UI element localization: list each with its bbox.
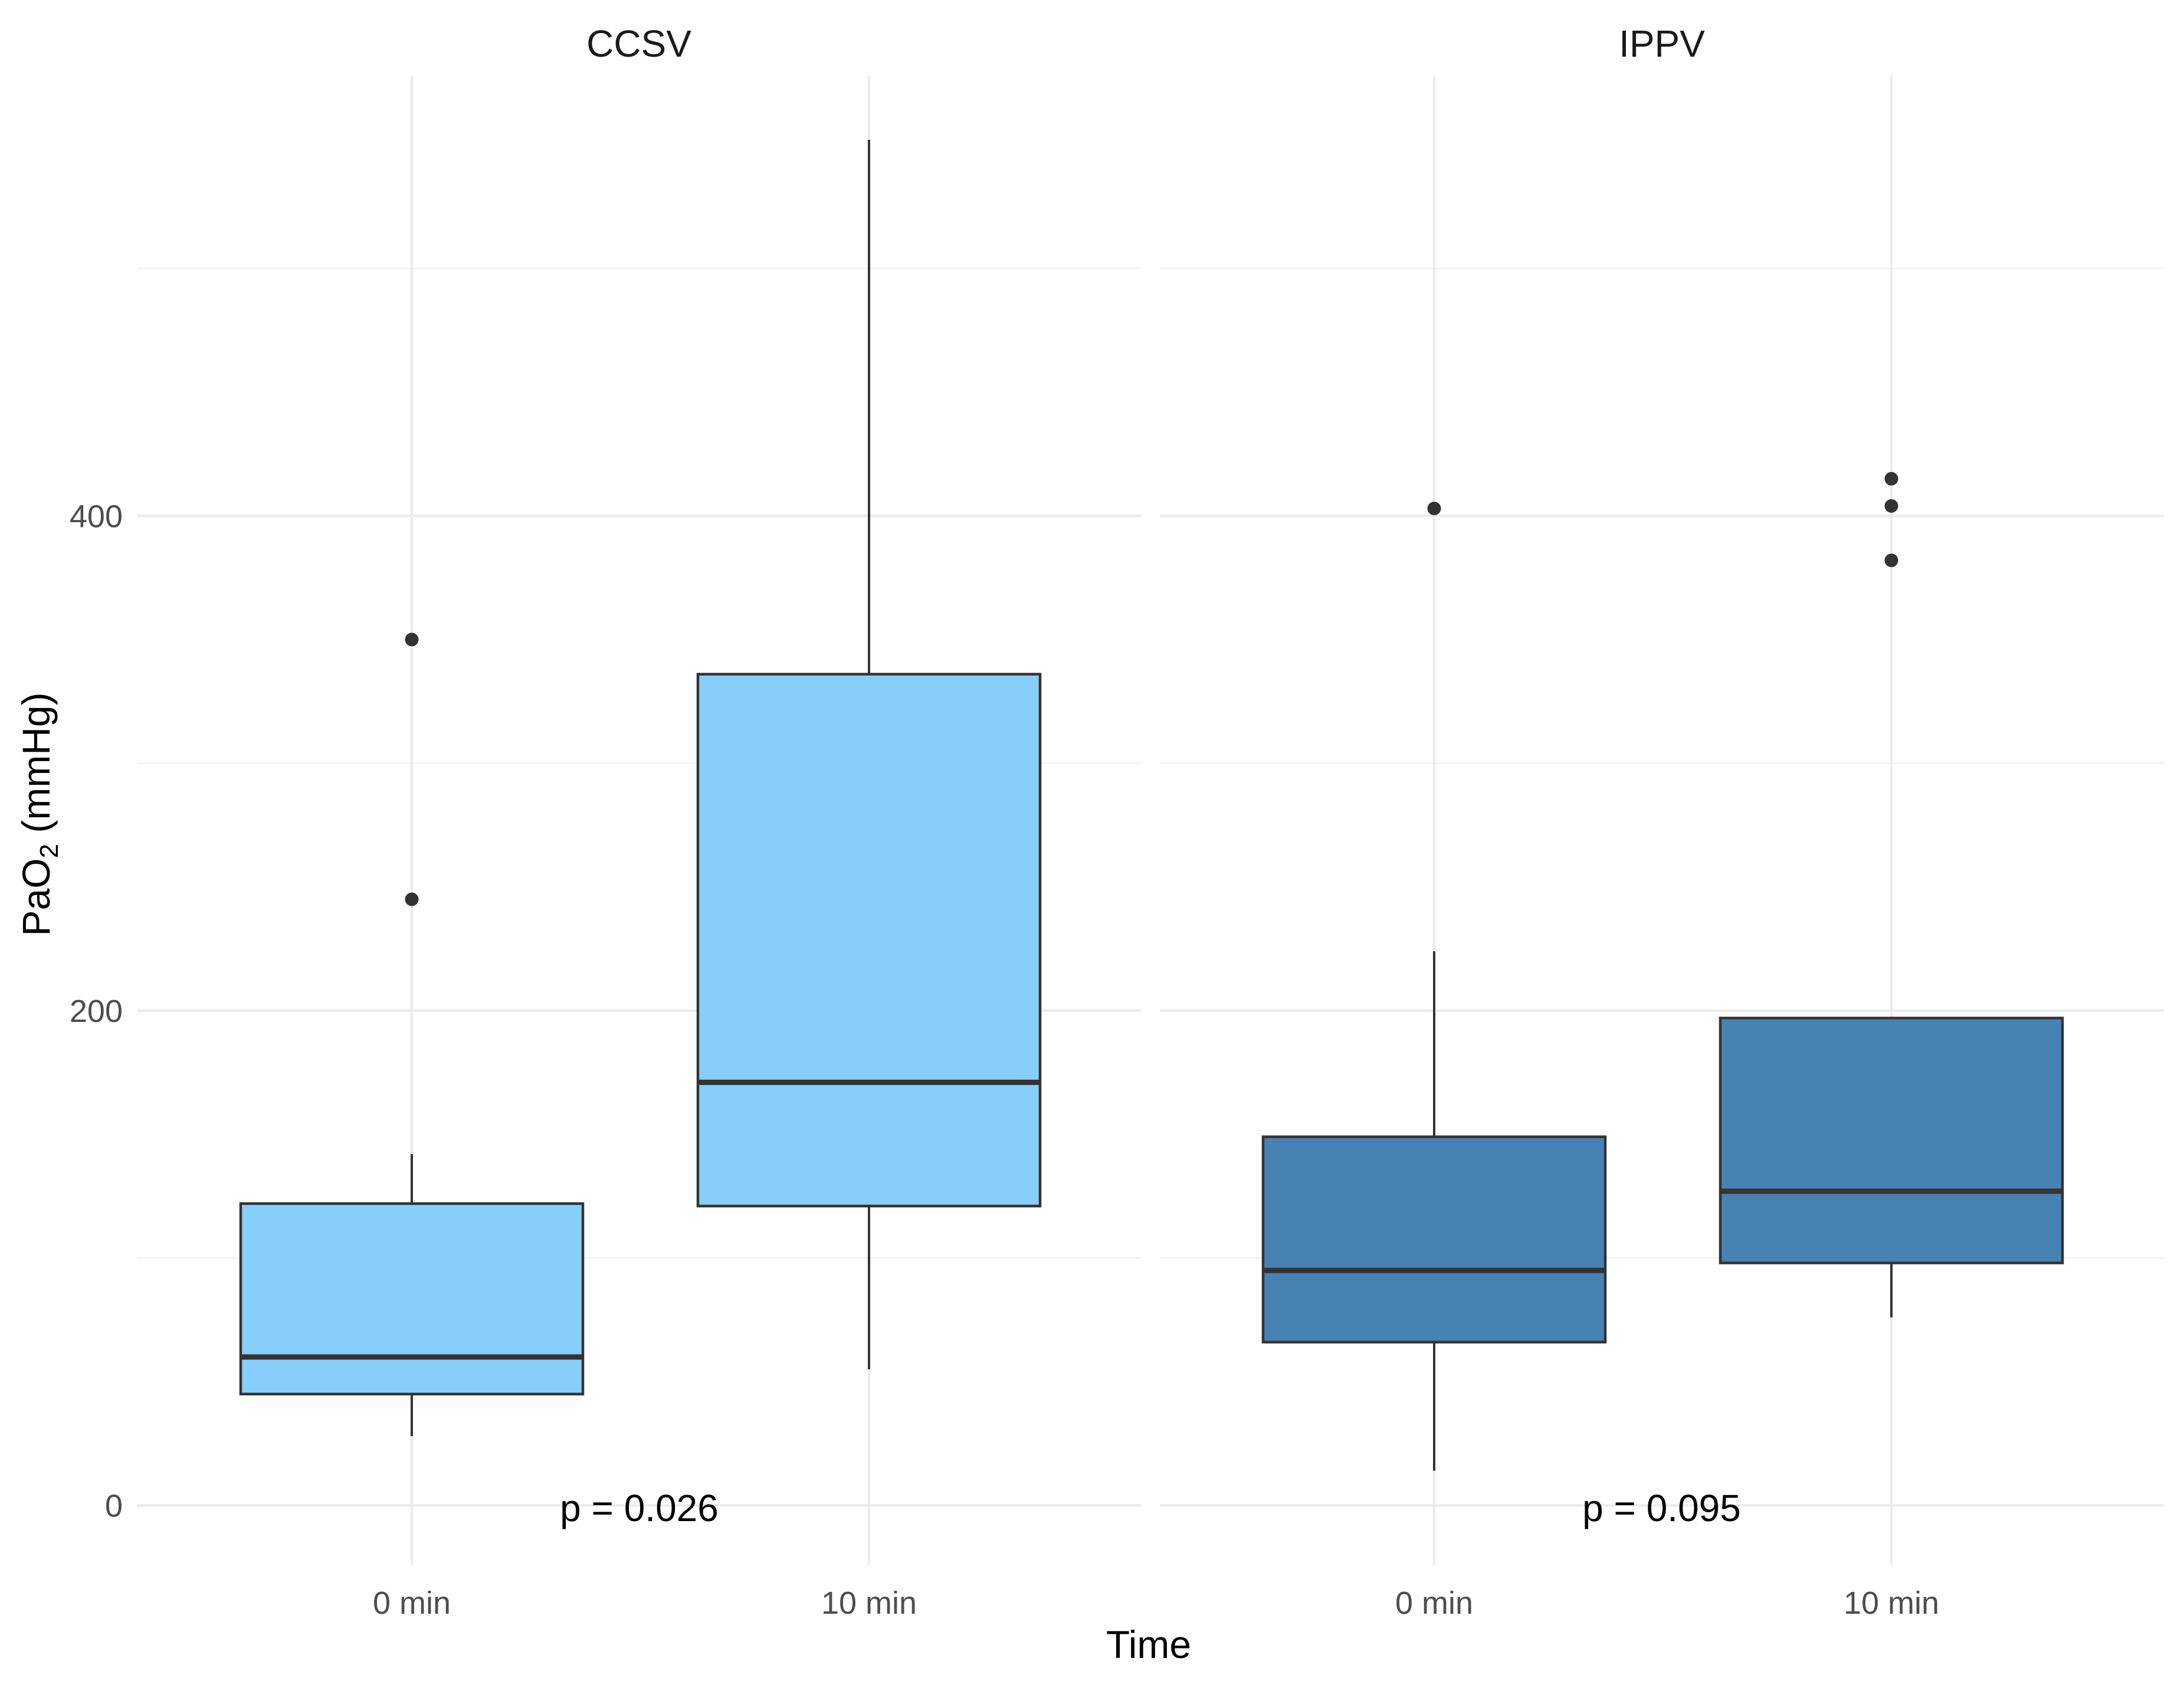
ccsv-0-min-outlier-0 xyxy=(405,892,419,906)
y-axis-title: PaO2 (mmHg) xyxy=(14,692,64,936)
y-axis-title-main: PaO xyxy=(14,858,58,936)
ippv-0-min-box xyxy=(1261,1135,1607,1344)
ccsv-10-min-box xyxy=(696,673,1042,1208)
y-tick-label-400: 400 xyxy=(70,499,123,534)
grid-layer xyxy=(137,76,2164,1565)
y-axis-title-subscript: 2 xyxy=(35,844,64,858)
ccsv-0-min-outlier-1 xyxy=(405,633,419,647)
ccsv-x-tick-label-10-min: 10 min xyxy=(821,1585,917,1621)
x-axis-title: Time xyxy=(1106,1623,1191,1666)
ccsv-x-tick-label-0-min: 0 min xyxy=(373,1585,451,1621)
ippv-10-min-outlier-2 xyxy=(1884,471,1898,486)
y-tick-label-0: 0 xyxy=(105,1488,123,1523)
ippv-x-tick-label-0-min: 0 min xyxy=(1395,1585,1473,1621)
ccsv-panel-title: CCSV xyxy=(586,22,691,65)
ccsv-p-value-label: p = 0.026 xyxy=(560,1487,719,1529)
ippv-10-min-outlier-1 xyxy=(1884,499,1898,513)
ippv-10-min-outlier-0 xyxy=(1884,553,1898,568)
ippv-10-min-box xyxy=(1719,1017,2064,1264)
ippv-panel-title: IPPV xyxy=(1619,22,1705,65)
ippv-x-tick-label-10-min: 10 min xyxy=(1844,1585,1939,1621)
ippv-0-min-outlier-0 xyxy=(1427,502,1441,516)
marks-layer xyxy=(239,140,2064,1471)
y-tick-label-200: 200 xyxy=(70,994,123,1029)
ccsv-0-min-box xyxy=(239,1202,585,1395)
y-axis-title-unit: (mmHg) xyxy=(14,692,58,844)
text-layer: Time PaO2 (mmHg) 0 200 400 CCSV 0 min 10 min p… xyxy=(14,22,1939,1666)
ippv-p-value-label: p = 0.095 xyxy=(1582,1487,1741,1529)
